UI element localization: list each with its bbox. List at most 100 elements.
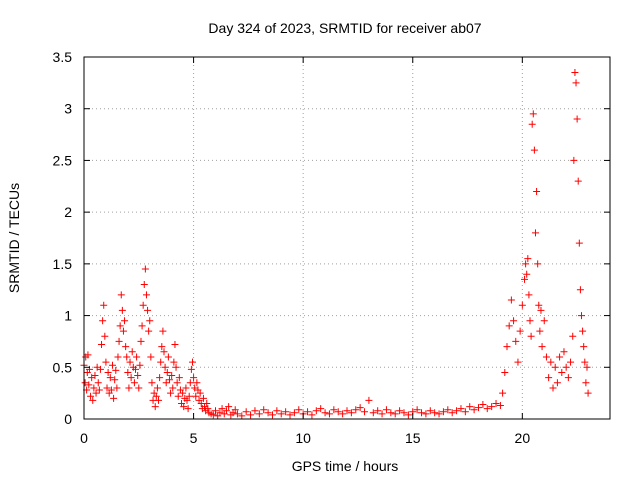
y-tick-label: 0.5 <box>53 359 73 375</box>
data-point <box>457 405 465 413</box>
data-point <box>418 409 426 417</box>
y-tick-labels: 0 0.5 1 1.5 2 2.5 3 3.5 <box>53 49 73 427</box>
x-tick-label: 20 <box>515 430 531 446</box>
data-point <box>169 384 177 392</box>
data-point <box>99 317 107 325</box>
data-point <box>167 389 175 397</box>
data-point <box>144 306 152 314</box>
data-point <box>499 389 507 397</box>
data-point <box>560 348 568 356</box>
data-point <box>567 358 575 366</box>
data-point <box>142 291 150 299</box>
data-point <box>151 403 159 411</box>
data-point <box>128 348 136 356</box>
data-point <box>163 368 171 376</box>
data-point <box>222 407 230 415</box>
data-point <box>134 372 142 380</box>
data-point <box>387 409 395 417</box>
data-point <box>277 410 285 418</box>
data-point <box>530 146 538 154</box>
x-tick-label: 15 <box>405 430 421 446</box>
data-point <box>121 317 129 325</box>
data-point <box>488 403 496 411</box>
data-point <box>135 384 143 392</box>
y-tick-label: 2 <box>64 204 72 220</box>
data-point <box>580 343 588 351</box>
data-point <box>496 402 504 410</box>
data-point <box>439 408 447 416</box>
data-point <box>160 348 168 356</box>
data-point <box>164 353 172 361</box>
data-point <box>137 337 145 345</box>
data-point <box>193 379 201 387</box>
data-point <box>117 291 125 299</box>
data-point <box>295 406 303 414</box>
data-point <box>95 386 103 394</box>
data-point <box>188 358 196 366</box>
data-point <box>330 406 338 414</box>
data-point <box>87 392 95 400</box>
data-point <box>118 306 126 314</box>
data-point <box>522 260 530 268</box>
data-point <box>119 327 127 335</box>
data-point <box>448 409 456 417</box>
data-point <box>242 408 250 416</box>
data-point <box>531 229 539 237</box>
data-point <box>556 353 564 361</box>
data-point <box>133 353 141 361</box>
data-point <box>146 317 154 325</box>
chart-title: Day 324 of 2023, SRMTID for receiver ab0… <box>208 20 481 36</box>
data-point <box>124 368 132 376</box>
data-point <box>127 374 135 382</box>
data-point <box>112 366 120 374</box>
data-point <box>549 384 557 392</box>
data-point <box>102 358 110 366</box>
data-point <box>334 408 342 416</box>
y-tick-label: 3 <box>64 101 72 117</box>
data-point <box>551 363 559 371</box>
data-point <box>352 406 360 414</box>
data-point <box>404 411 412 419</box>
data-point <box>104 368 112 376</box>
data-point <box>174 392 182 400</box>
data-point <box>573 115 581 123</box>
data-point <box>159 327 167 335</box>
data-point <box>141 265 149 273</box>
data-point <box>526 317 534 325</box>
data-point <box>492 399 500 407</box>
data-point <box>581 358 589 366</box>
data-point <box>111 376 119 384</box>
data-point <box>545 374 553 382</box>
data-point <box>547 358 555 366</box>
data-point <box>369 409 377 417</box>
data-point <box>175 374 183 382</box>
data-point <box>453 407 461 415</box>
data-point <box>431 409 439 417</box>
data-point <box>173 379 181 387</box>
data-point <box>321 409 329 417</box>
data-point <box>426 407 434 415</box>
data-point <box>564 374 572 382</box>
data-point <box>147 353 155 361</box>
data-point <box>264 409 272 417</box>
data-point <box>255 410 263 418</box>
data-point <box>165 376 173 384</box>
data-point <box>444 406 452 414</box>
data-point <box>158 343 166 351</box>
x-tick-label: 10 <box>295 430 311 446</box>
data-point <box>196 389 204 397</box>
data-point <box>479 401 487 409</box>
data-point <box>282 408 290 416</box>
data-point <box>523 270 531 278</box>
data-point <box>155 396 163 404</box>
data-point <box>103 384 111 392</box>
data-point <box>251 407 259 415</box>
data-point <box>584 389 592 397</box>
data-point <box>391 410 399 418</box>
data-point <box>92 389 100 397</box>
data-point <box>582 379 590 387</box>
data-point <box>268 411 276 419</box>
data-point <box>185 392 193 400</box>
data-point <box>108 361 116 369</box>
